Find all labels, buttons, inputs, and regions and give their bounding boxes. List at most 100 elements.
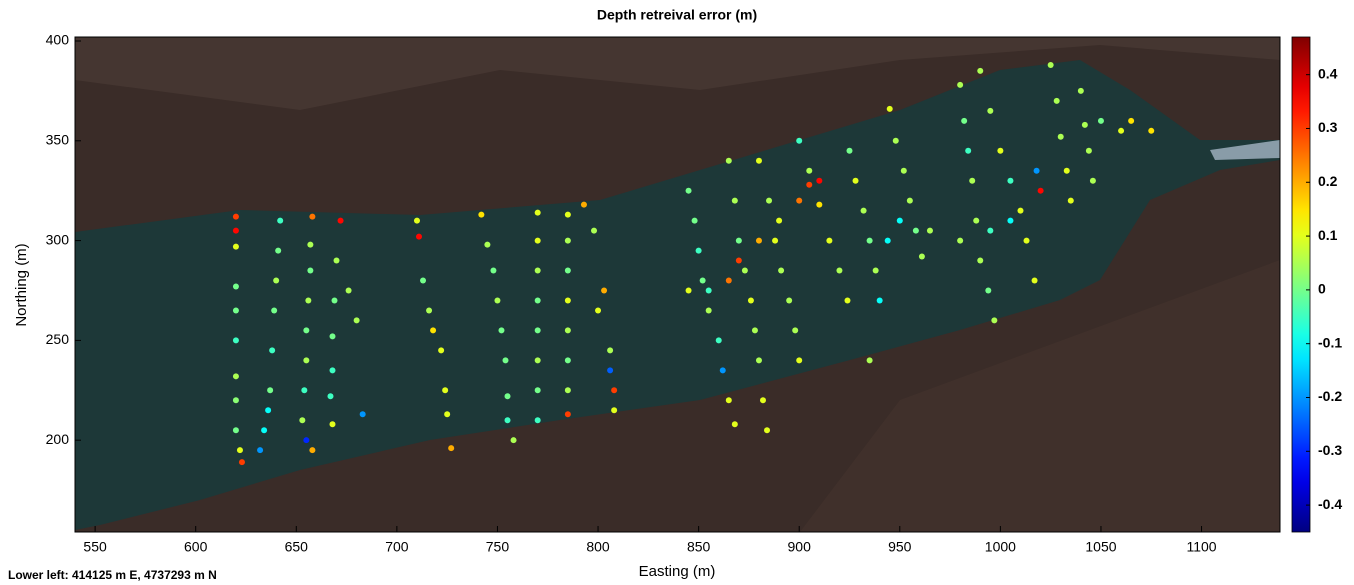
point [846,147,853,154]
point [261,427,268,434]
point [997,147,1004,154]
point [796,357,803,364]
x-tick-label: 850 [687,539,711,555]
point [1057,133,1064,140]
point [759,397,766,404]
point [735,257,742,264]
point [534,267,541,274]
point [973,217,980,224]
point [595,307,602,314]
point [564,267,571,274]
point [1097,117,1104,124]
point [965,147,972,154]
point [232,427,239,434]
point [725,157,732,164]
point [860,207,867,214]
point [764,427,771,434]
point [816,177,823,184]
colorbar-tick-label: -0.4 [1318,496,1342,512]
point [484,241,491,248]
point [1063,167,1070,174]
annotation: Lower left: 414125 m E, 4737293 m N [8,568,217,582]
point [564,411,571,418]
point [755,157,762,164]
point [359,411,366,418]
point [695,247,702,254]
point [836,267,843,274]
point [564,237,571,244]
point [591,227,598,234]
point [611,407,618,414]
point [329,421,336,428]
point [778,267,785,274]
point [580,201,587,208]
land-texture [75,37,1280,110]
point [1053,97,1060,104]
point [796,137,803,144]
point [329,367,336,374]
point [876,297,883,304]
point [534,237,541,244]
y-tick-label: 250 [46,331,70,347]
point [303,327,310,334]
point [309,213,316,220]
point [269,347,276,354]
point [564,357,571,364]
y-tick-label: 350 [46,131,70,147]
bright-shore [1210,140,1280,160]
point [747,297,754,304]
point [438,347,445,354]
point [685,187,692,194]
colorbar-tick-label: 0.4 [1318,65,1338,81]
colorbar-tick-label: 0.2 [1318,173,1338,189]
point [353,317,360,324]
colorbar-tick-label: 0.1 [1318,227,1338,243]
x-tick-label: 1000 [985,539,1016,555]
point [816,201,823,208]
point [796,197,803,204]
point [792,327,799,334]
point [896,217,903,224]
point [691,217,698,224]
point [333,257,340,264]
point [786,297,793,304]
colorbar-tick-label: -0.3 [1318,442,1342,458]
point [510,437,517,444]
point [345,287,352,294]
point [232,227,239,234]
point [444,411,451,418]
point [232,397,239,404]
y-tick-label: 200 [46,431,70,447]
point [442,387,449,394]
point [731,421,738,428]
point [1081,121,1088,128]
point [504,393,511,400]
point [1031,277,1038,284]
colorbar-tick-label: 0.3 [1318,119,1338,135]
x-tick-label: 700 [385,539,409,555]
point [961,117,968,124]
point [426,307,433,314]
point [490,267,497,274]
point [1037,187,1044,194]
point [985,287,992,294]
point [1007,217,1014,224]
point [331,297,338,304]
point [969,177,976,184]
land-texture [800,260,1280,532]
point [329,333,336,340]
point [725,397,732,404]
point [601,287,608,294]
point [844,297,851,304]
point [685,287,692,294]
point [232,213,239,220]
point [232,243,239,250]
point [1017,207,1024,214]
point [267,387,274,394]
point [755,237,762,244]
point [755,357,762,364]
y-axis-label: Northing (m) [13,243,30,326]
point [926,227,933,234]
point [534,357,541,364]
point [1089,177,1096,184]
